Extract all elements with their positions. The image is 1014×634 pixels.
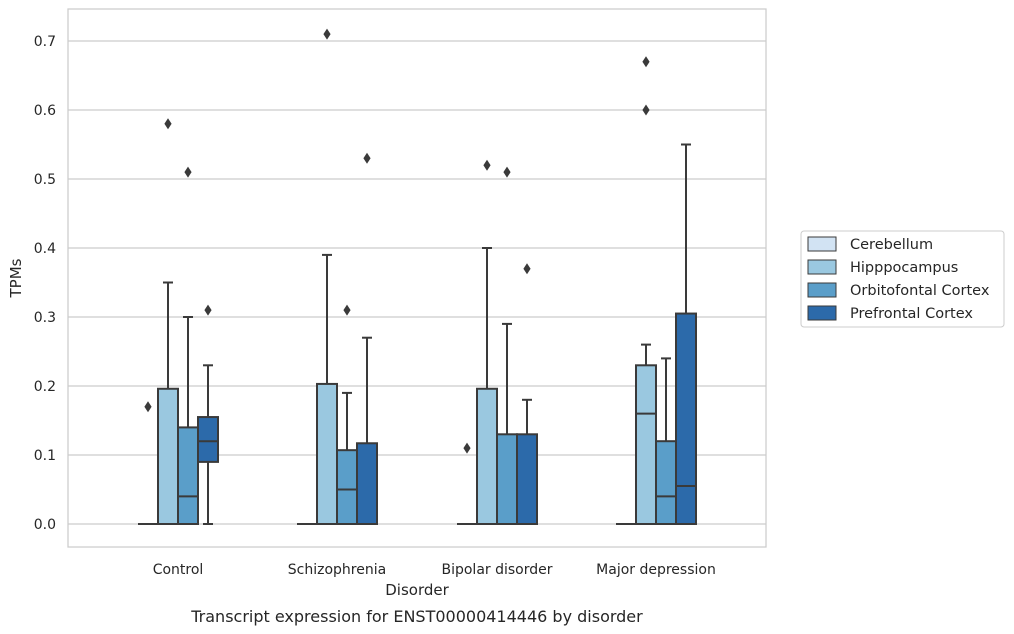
y-tick-label: 0.5 [34,172,56,188]
legend-swatch [807,305,837,321]
outlier-point [483,159,491,171]
y-axis-title: TPMs [7,258,25,298]
outlier-point [642,104,650,116]
x-tick-label: Control [153,562,204,578]
legend-swatch [807,282,837,298]
legend-label: Cerebellum [850,237,933,253]
x-axis-title: Disorder [385,581,449,599]
legend-label: Orbitofontal Cortex [850,283,990,299]
box-body [356,442,378,525]
outlier-point [463,442,471,454]
x-tick-label: Schizophrenia [288,562,386,578]
x-tick-label: Bipolar disorder [441,562,552,578]
box-body [675,312,697,525]
x-axis-ticks: Control Schizophrenia Bipolar disorder Majo… [153,562,716,578]
outlier-point [642,56,650,68]
outlier-point [144,401,152,413]
outlier-point [204,304,212,316]
box-group [197,304,219,525]
legend-swatch [807,236,837,252]
box-body [655,440,677,526]
box-body [316,382,338,525]
box-body [336,449,358,526]
outlier-point [363,152,371,164]
box-body [197,416,219,463]
box-group [316,28,338,525]
legend-label: Hipppocampus [850,260,958,276]
box-body [177,426,199,525]
y-tick-label: 0.4 [34,241,56,257]
box-group [496,166,518,525]
legend-swatch [807,259,837,275]
y-tick-label: 0.3 [34,310,56,326]
x-tick-label: Major depression [596,562,716,578]
box-body [516,433,538,525]
box-group [356,152,378,525]
outlier-point [184,166,192,178]
box-group [457,442,477,525]
y-axis-ticks: 0.0 0.1 0.2 0.3 0.4 0.5 0.6 0.7 [34,34,56,533]
box-group [476,159,498,526]
y-tick-label: 0.6 [34,103,56,119]
outlier-point [503,166,511,178]
box-group [675,143,697,525]
box-body [476,387,498,526]
legend-frame [800,230,1005,328]
y-tick-label: 0.7 [34,34,56,50]
box-group [177,166,199,525]
plot-frame [67,8,767,548]
box-body [157,387,179,526]
y-tick-label: 0.0 [34,517,56,533]
legend: Cerebellum Hipppocampus Orbitofontal Corte… [800,230,1005,328]
outlier-point [343,304,351,316]
box-group [157,118,179,526]
box-body [635,364,657,525]
box-group [138,401,158,525]
box-body [496,433,518,525]
y-tick-label: 0.1 [34,448,56,464]
outlier-point [164,118,172,130]
legend-label: Prefrontal Cortex [850,306,973,322]
box-layer [138,28,697,526]
y-tick-label: 0.2 [34,379,56,395]
chart-caption: Transcript expression for ENST0000041444… [190,607,643,626]
outlier-point [523,263,531,275]
box-group [516,263,538,525]
outlier-point [323,28,331,40]
